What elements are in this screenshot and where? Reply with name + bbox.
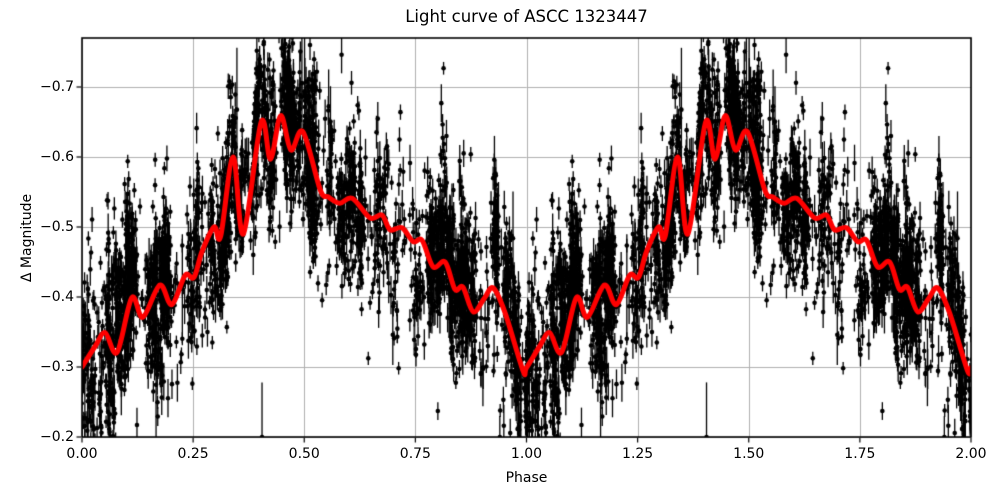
x-axis-label: Phase [505, 470, 548, 486]
y-tick-label: −0.5 [40, 219, 74, 235]
x-tick-label: 0.25 [177, 446, 209, 462]
y-tick-label: −0.4 [40, 289, 74, 305]
chart-title: Light curve of ASCC 1323447 [405, 7, 648, 26]
y-tick-label: −0.2 [40, 429, 74, 445]
x-tick-label: 2.00 [955, 446, 987, 462]
x-tick-label: 0.00 [66, 446, 98, 462]
y-tick-label: −0.3 [40, 359, 74, 375]
x-tick-label: 0.50 [288, 446, 320, 462]
y-axis-label: Δ Magnitude [19, 193, 35, 283]
x-tick-label: 0.75 [399, 446, 431, 462]
y-tick-label: −0.6 [40, 149, 74, 165]
x-tick-label: 1.50 [733, 446, 765, 462]
y-tick-label: −0.7 [40, 79, 74, 95]
x-tick-label: 1.25 [622, 446, 654, 462]
x-tick-label: 1.75 [844, 446, 876, 462]
x-tick-label: 1.00 [510, 446, 543, 462]
